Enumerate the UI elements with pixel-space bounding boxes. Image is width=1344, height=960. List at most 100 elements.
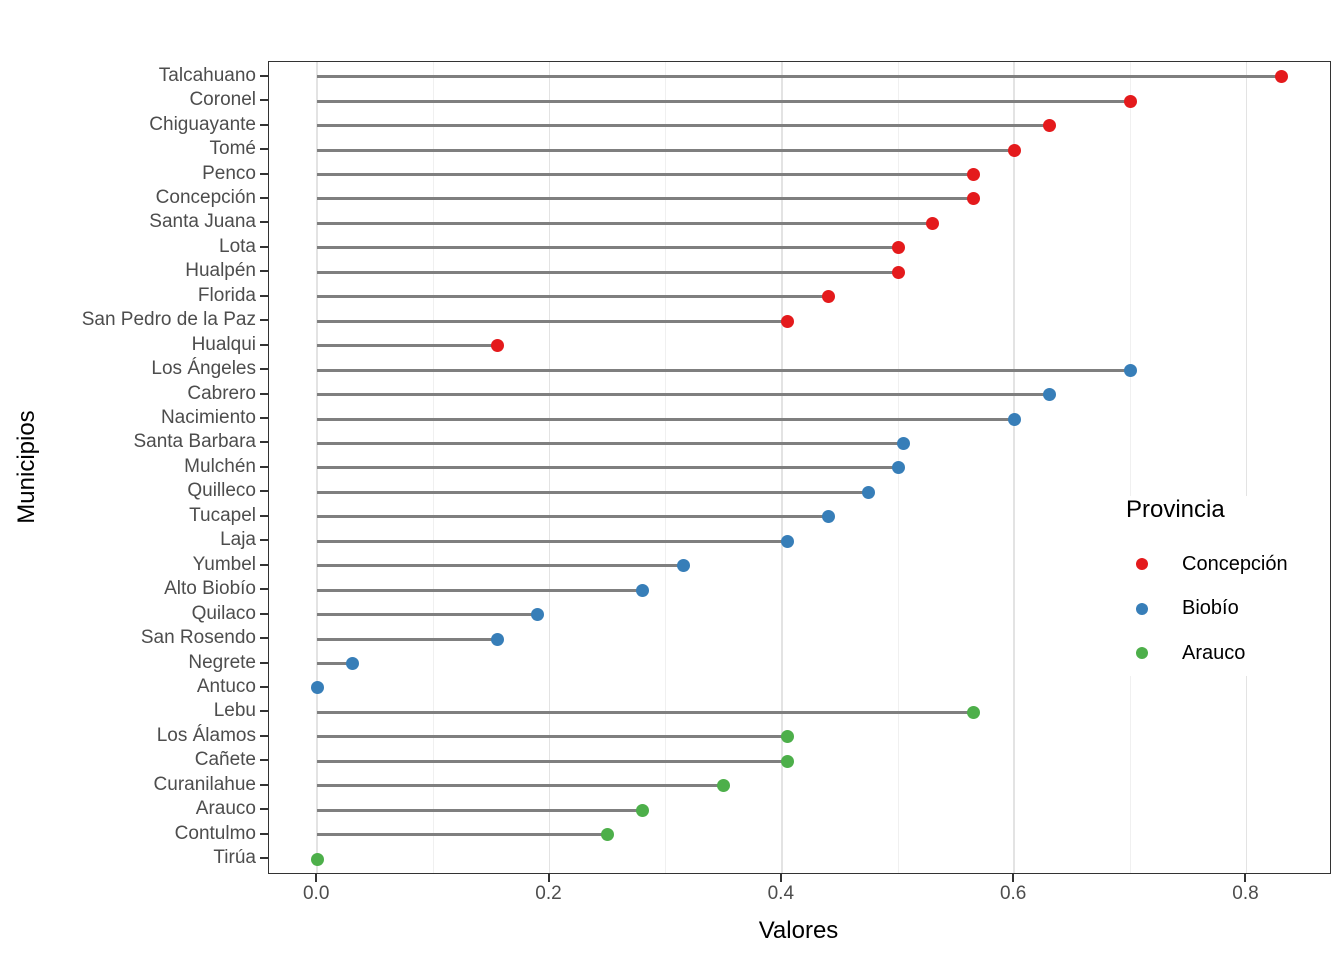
y-tick-label: Lebu [213,700,256,722]
x-tick-label: 0.6 [999,883,1027,904]
y-tick-mark [260,245,268,248]
lollipop-stem [317,295,829,299]
y-tick-label: San Pedro de la Paz [81,309,256,331]
lollipop-stem [317,319,788,323]
y-tick-mark [260,123,268,126]
data-point-dot [1007,143,1021,157]
data-point-dot [310,681,324,695]
legend-item-label: Concepción [1182,552,1288,575]
y-tick-mark [260,490,268,493]
legend-swatch-dot [1136,647,1148,660]
y-tick-label: Lota [219,235,256,257]
data-point-dot [781,730,795,744]
y-tick-mark [260,563,268,566]
y-tick-mark [260,368,268,371]
data-point-dot [967,168,980,181]
y-tick-label: Antuco [196,675,256,697]
y-tick-label: Laja [220,529,256,551]
lollipop-stem [317,221,933,225]
x-tick-mark [779,874,782,882]
y-tick-mark [260,417,268,419]
y-tick-label: Chiguayante [149,113,256,135]
y-tick-label: Tomé [209,138,256,160]
gridline-x-minor [1129,62,1131,873]
legend-item-label: Arauco [1182,641,1246,664]
data-point-dot [490,632,504,646]
legend-swatch-dot [1136,602,1148,615]
x-tick-mark [1244,874,1247,882]
data-point-dot [676,559,690,573]
lollipop-stem [317,588,643,592]
y-tick-label: Talcahuano [158,64,256,86]
lollipop-stem [317,246,898,250]
x-axis-title: Valores [758,917,839,944]
lollipop-stem [317,417,1015,421]
y-tick-label: Quilaco [191,602,256,624]
lollipop-stem [317,393,1049,397]
legend-item-label: Biobío [1182,597,1239,620]
data-point-dot [310,852,324,866]
lollipop-stem [317,515,829,519]
data-point-dot [635,583,649,597]
data-point-dot [601,828,615,842]
y-tick-mark [260,343,268,346]
data-point-dot [781,314,795,328]
y-tick-label: Cabrero [187,382,256,404]
lollipop-stem [317,833,608,837]
y-tick-label: Mulchén [184,455,256,477]
gridline-x-major [1013,62,1015,873]
data-point-dot [490,339,504,353]
legend: Provincia Concepción Biobío Arauco [1118,496,1328,676]
legend-item-arauco: Arauco [1118,631,1328,676]
y-tick-mark [260,759,268,762]
y-tick-mark [260,294,268,297]
y-tick-label: Alto Biobío [164,578,256,600]
y-tick-mark [260,99,268,102]
data-point-dot [1042,119,1056,133]
data-point-dot [1007,412,1021,426]
lollipop-stem [317,466,898,470]
y-tick-mark [260,857,268,860]
x-tick-label: 0.4 [767,883,795,904]
data-point-dot [1042,388,1056,402]
lollipop-stem [317,808,643,812]
y-tick-mark [260,734,268,737]
lollipop-stem [317,368,1131,372]
y-tick-mark [260,196,268,199]
y-tick-label: Yumbel [192,553,256,575]
y-tick-label: Nacimiento [160,407,256,428]
y-tick-mark [260,685,268,688]
y-tick-mark [260,539,268,542]
lollipop-stem [317,99,1131,103]
lollipop-stem [317,564,684,568]
y-tick-label: Hualqui [191,333,256,355]
data-point-dot [1123,94,1137,108]
y-tick-mark [260,172,268,175]
lollipop-stem [317,539,788,543]
lollipop-stem [317,441,904,445]
y-tick-label: Negrete [188,651,256,673]
y-tick-mark [260,319,268,322]
y-tick-label: Quilleco [187,480,256,502]
y-tick-mark [260,465,268,468]
data-point-dot [781,534,795,548]
y-tick-mark [260,783,268,786]
data-point-dot [967,192,980,206]
x-tick-label: 0.0 [302,883,330,904]
lollipop-stem [317,148,1015,152]
y-tick-mark [260,148,268,151]
y-tick-mark [260,661,268,664]
gridline-x-major [1245,62,1248,873]
y-tick-label: San Rosendo [140,627,256,649]
data-point-dot [891,461,905,475]
data-point-dot [967,705,980,719]
legend-item-biobio: Biobío [1118,587,1328,632]
y-tick-mark [260,612,268,615]
y-tick-label: Tucapel [189,504,256,526]
x-tick-label: 0.2 [535,883,562,904]
y-tick-label: Hualpén [185,260,256,282]
data-point-dot [717,779,731,793]
y-tick-label: Concepción [155,186,256,208]
lollipop-stem [317,735,788,739]
